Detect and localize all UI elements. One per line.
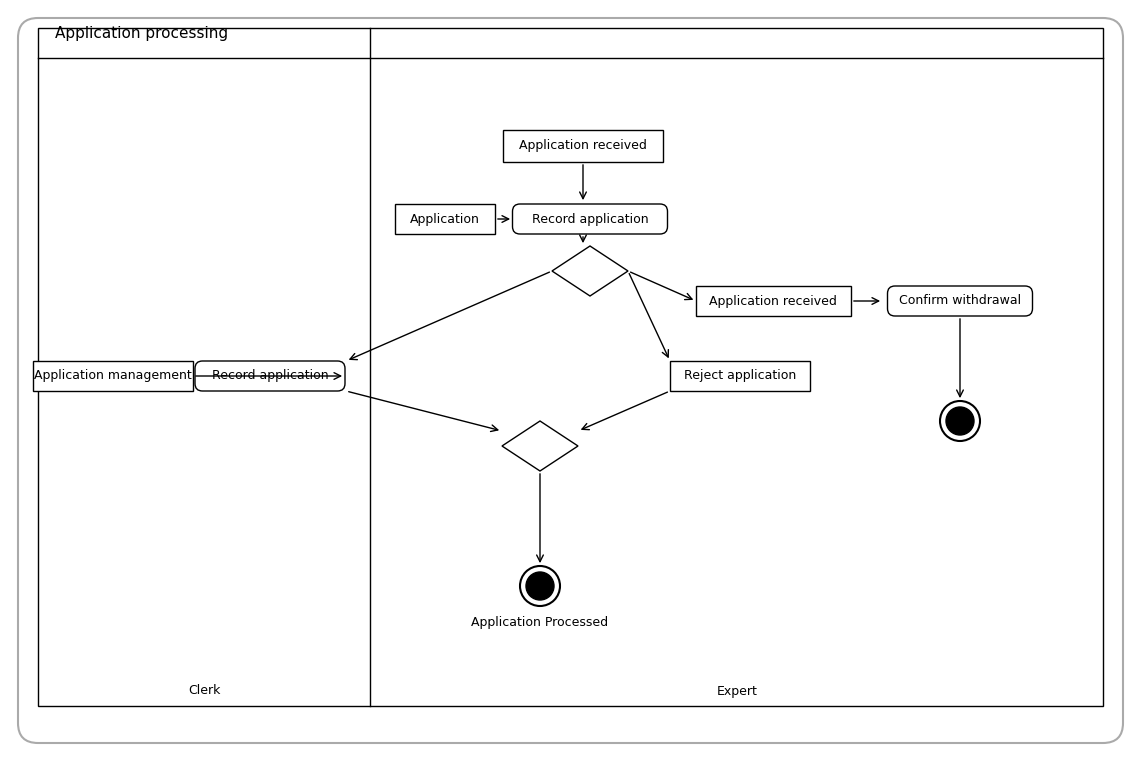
Bar (33, 361, 193, 391)
Text: Confirm withdrawal: Confirm withdrawal (899, 295, 1021, 307)
Circle shape (946, 407, 974, 435)
FancyBboxPatch shape (512, 204, 667, 234)
Bar (696, 286, 850, 316)
Bar (38, 28, 1103, 706)
Bar (395, 204, 495, 234)
FancyBboxPatch shape (888, 286, 1033, 316)
Text: Application management: Application management (34, 370, 192, 383)
Text: Application received: Application received (519, 139, 647, 152)
Text: Application Processed: Application Processed (471, 616, 608, 629)
Bar (670, 361, 810, 391)
Text: Expert: Expert (717, 684, 758, 698)
Circle shape (526, 572, 555, 600)
FancyBboxPatch shape (195, 361, 345, 391)
FancyBboxPatch shape (18, 18, 1123, 743)
Bar (503, 130, 663, 162)
Text: Clerk: Clerk (188, 684, 220, 698)
Text: Application received: Application received (709, 295, 837, 307)
Circle shape (940, 401, 980, 441)
Circle shape (520, 566, 560, 606)
Text: Application processing: Application processing (55, 26, 228, 41)
Text: Record application: Record application (212, 370, 329, 383)
Text: Application: Application (410, 212, 480, 225)
Text: Record application: Record application (532, 212, 648, 225)
Text: Reject application: Reject application (683, 370, 796, 383)
